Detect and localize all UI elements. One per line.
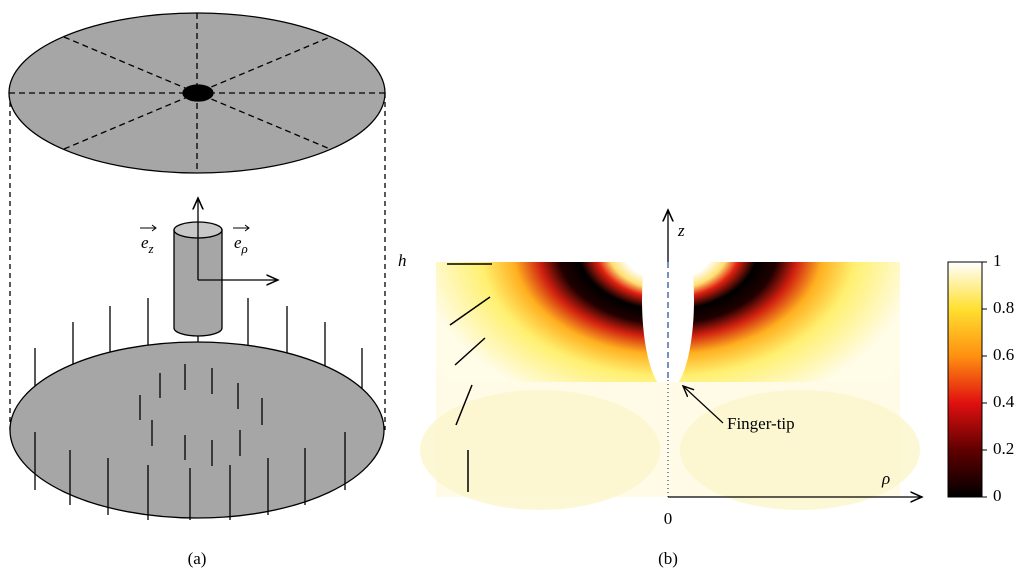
caption: (a) <box>188 549 207 568</box>
colorbar-tick-label: 0.6 <box>993 345 1014 364</box>
rho-label: ρ <box>881 469 890 488</box>
colorbar-tick-label: 0.4 <box>993 392 1015 411</box>
vector-arrow <box>233 225 249 231</box>
ez-label: ez <box>141 233 154 256</box>
colorbar-tick-label: 1 <box>993 251 1002 270</box>
colorbar-ticks: 0 0.2 0.4 0.6 0.8 1 <box>982 251 1015 505</box>
panel-a <box>9 13 385 520</box>
colorbar <box>948 262 982 497</box>
annotation: Finger-tip <box>727 414 795 433</box>
figure: ez eρ (a) Finger-tip h z ρ 0 (b) 0 0.2 0.4… <box>0 0 1019 576</box>
z-label: z <box>677 221 685 240</box>
origin-label: 0 <box>664 509 673 528</box>
heatmap <box>418 130 920 510</box>
colorbar-tick-label: 0 <box>993 486 1002 505</box>
bottom-disk <box>10 342 384 518</box>
subscript: ρ <box>241 241 248 256</box>
subscript: z <box>148 241 154 256</box>
erho-label: eρ <box>234 233 248 256</box>
vector-arrow <box>140 225 156 231</box>
caption: (b) <box>658 549 678 568</box>
colorbar-tick-label: 0.8 <box>993 298 1014 317</box>
colorbar-tick-label: 0.2 <box>993 439 1014 458</box>
center-hole <box>183 85 213 101</box>
height-label: h <box>398 251 407 270</box>
